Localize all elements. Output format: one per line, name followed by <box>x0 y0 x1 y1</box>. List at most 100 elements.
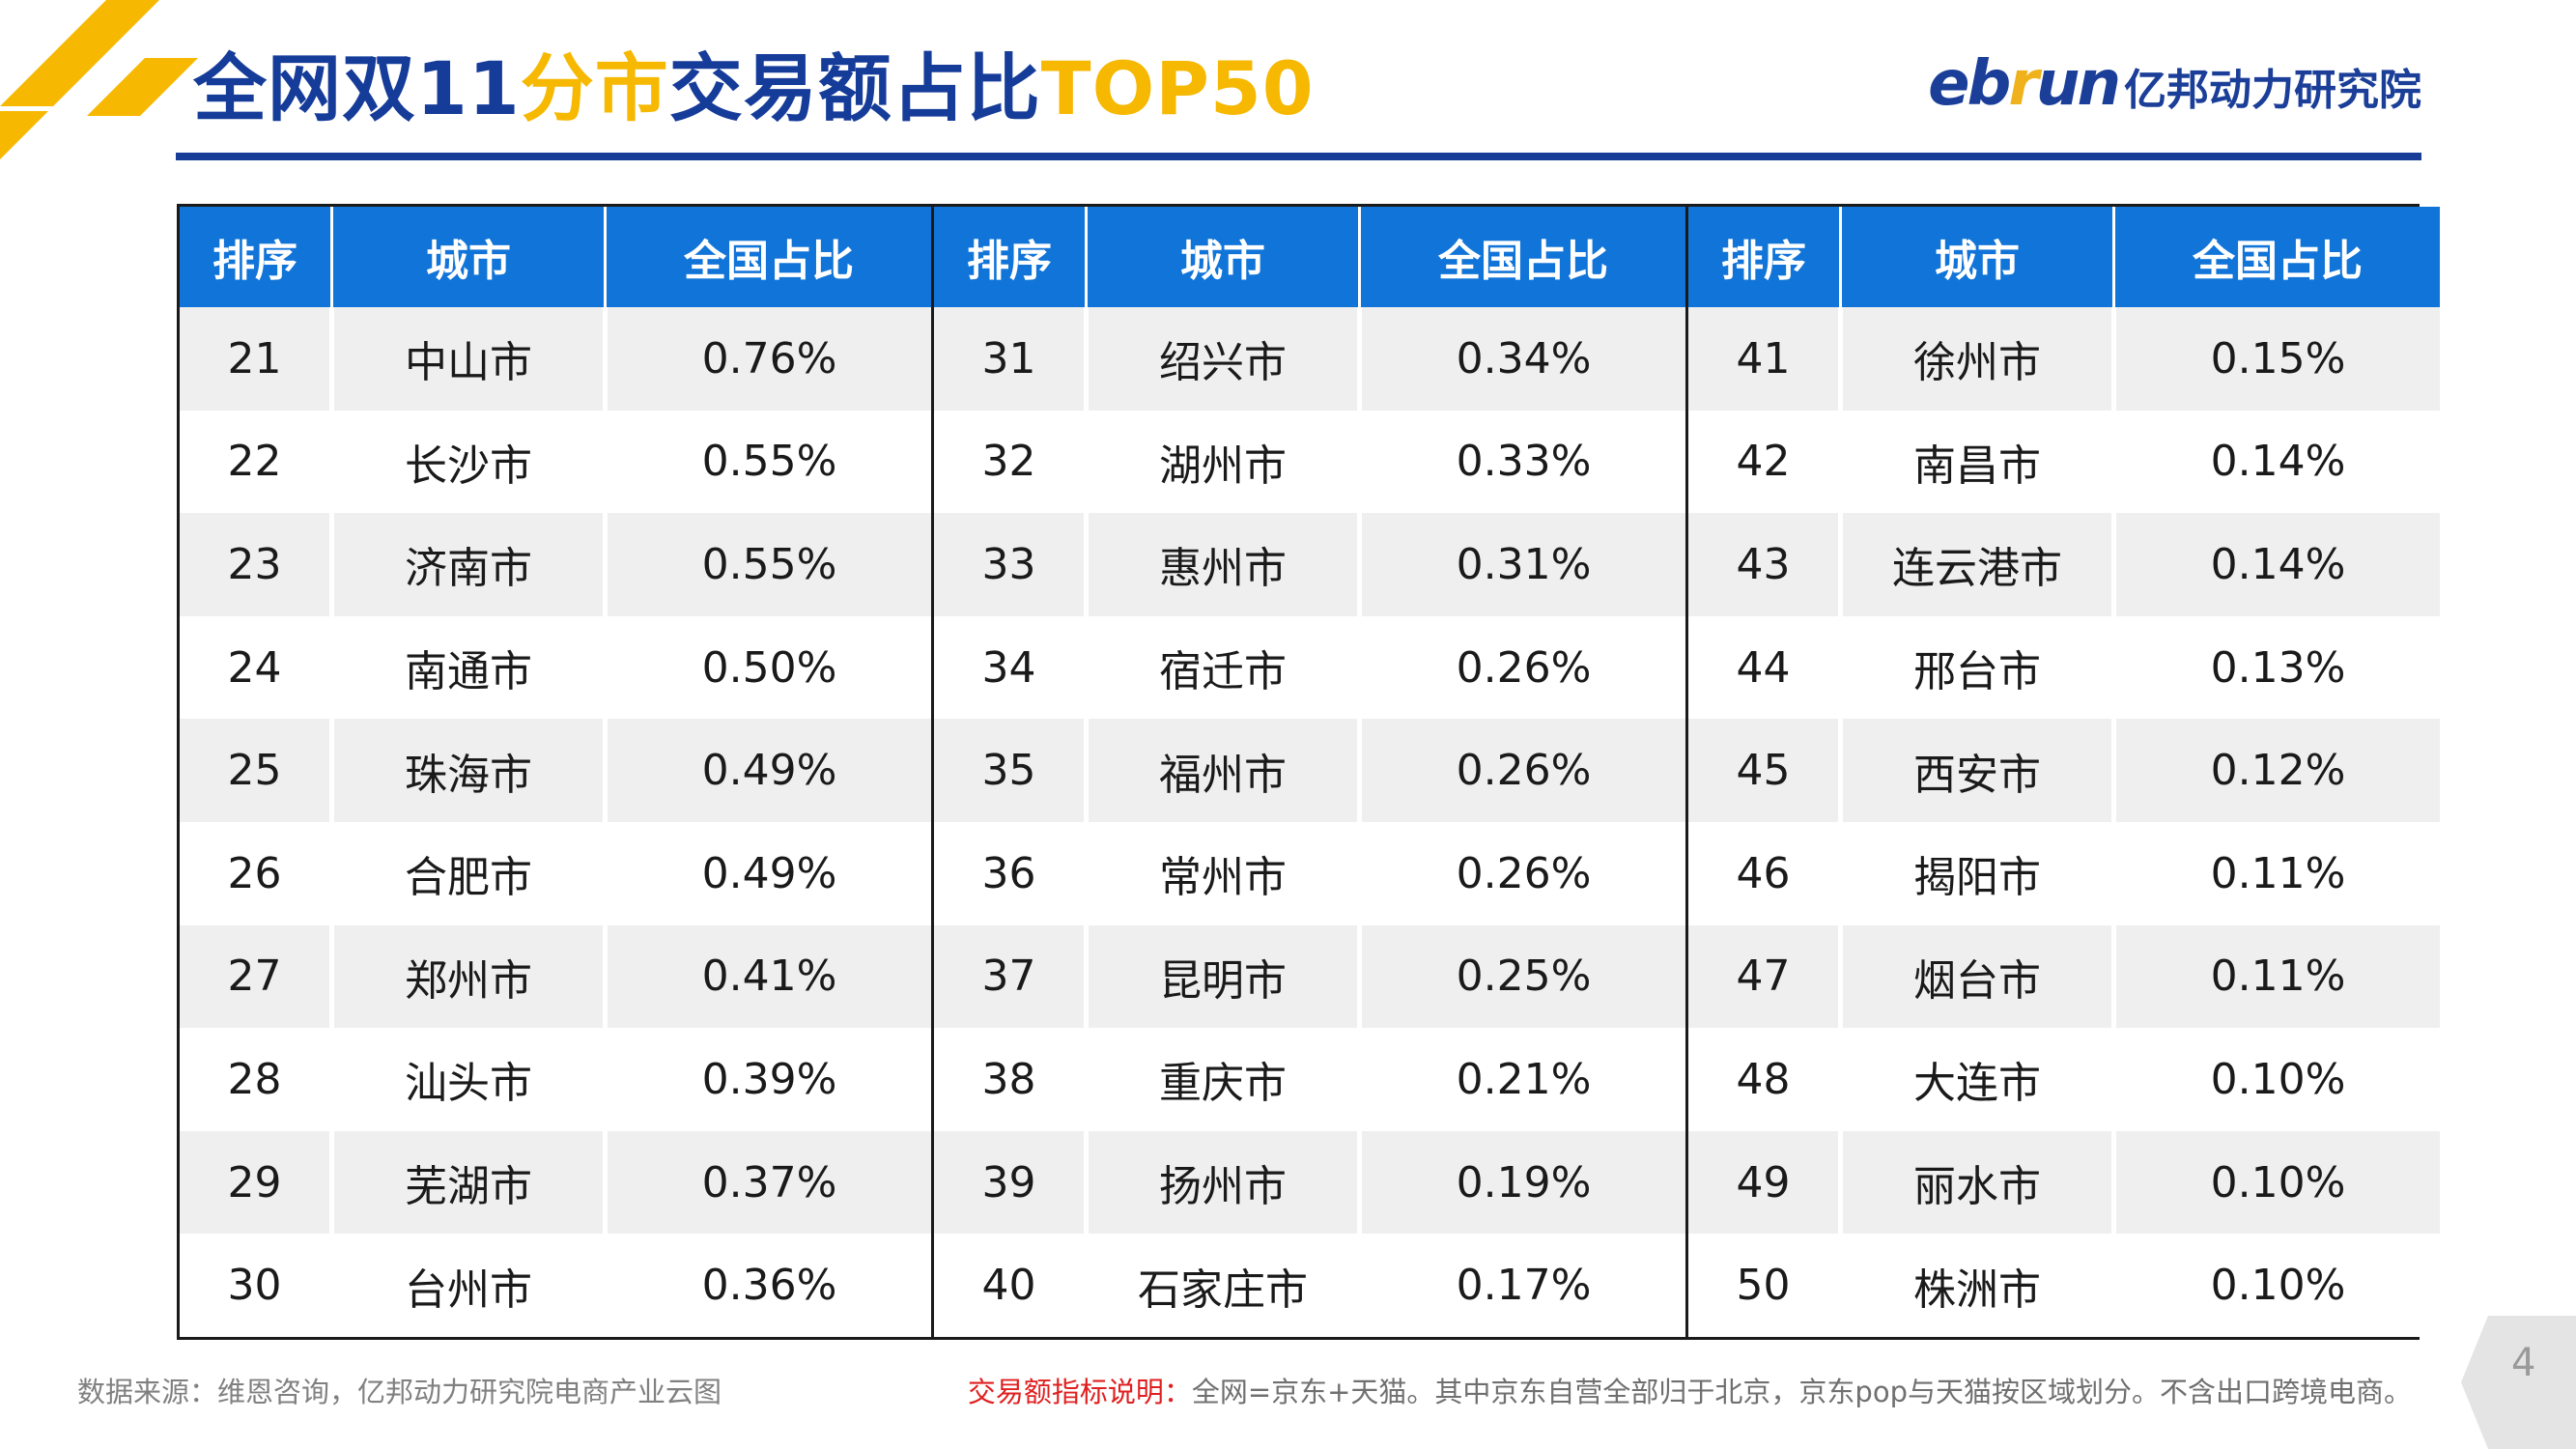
city-cell: 福州市 <box>1084 719 1360 822</box>
table-row: 28 汕头市 0.39% <box>180 1028 931 1131</box>
metric-note: 交易额指标说明：全网=京东+天猫。其中京东自营全部归于北京，京东pop与天猫按区… <box>968 1370 2412 1410</box>
city-cell: 丽水市 <box>1838 1130 2114 1235</box>
share-cell: 0.15% <box>2111 307 2440 411</box>
city-cell: 昆明市 <box>1084 924 1360 1029</box>
share-cell: 0.26% <box>1357 615 1685 720</box>
table-row: 36 常州市 0.26% <box>932 821 1685 925</box>
city-cell: 中山市 <box>329 307 606 411</box>
table-panel: 排序 城市 全国占比 31 绍兴市 0.34% 32 湖州市 0.33% 33 惠州市 0.31% 34… <box>931 207 1685 1337</box>
table-row: 37 昆明市 0.25% <box>932 924 1685 1029</box>
column-header: 城市 <box>330 207 606 307</box>
rank-cell: 24 <box>180 615 332 720</box>
page-number: 4 <box>2511 1341 2536 1385</box>
share-cell: 0.10% <box>2111 1130 2440 1235</box>
rank-cell: 45 <box>1686 719 1841 822</box>
share-cell: 0.19% <box>1357 1130 1685 1235</box>
table-row: 34 宿迁市 0.26% <box>932 615 1685 720</box>
rank-cell: 37 <box>932 924 1087 1029</box>
table-row: 21 中山市 0.76% <box>180 307 931 411</box>
table-row: 39 扬州市 0.19% <box>932 1130 1685 1235</box>
city-cell: 重庆市 <box>1084 1028 1360 1131</box>
rank-cell: 21 <box>180 307 332 411</box>
table-row: 40 石家庄市 0.17% <box>932 1234 1685 1337</box>
table-row: 24 南通市 0.50% <box>180 615 931 720</box>
page-number-tab <box>2461 1316 2576 1449</box>
table-panel: 排序 城市 全国占比 41 徐州市 0.15% 42 南昌市 0.14% 43 连云港市 0.14% 4… <box>1685 207 2440 1337</box>
column-header: 排序 <box>1686 207 1841 307</box>
rank-cell: 47 <box>1686 924 1841 1029</box>
table-row: 49 丽水市 0.10% <box>1686 1130 2440 1235</box>
share-cell: 0.26% <box>1357 821 1685 925</box>
rank-cell: 36 <box>932 821 1087 925</box>
share-cell: 0.14% <box>2111 410 2440 514</box>
rank-cell: 39 <box>932 1130 1087 1235</box>
share-cell: 0.13% <box>2111 615 2440 720</box>
rank-cell: 48 <box>1686 1028 1841 1131</box>
share-cell: 0.34% <box>1357 307 1685 411</box>
table-row: 44 邢台市 0.13% <box>1686 615 2440 720</box>
share-cell: 0.11% <box>2111 821 2440 925</box>
header-row: 排序 城市 全国占比 <box>180 207 931 307</box>
share-cell: 0.41% <box>603 924 931 1029</box>
rank-cell: 25 <box>180 719 332 822</box>
city-cell: 合肥市 <box>329 821 606 925</box>
column-header: 城市 <box>1839 207 2114 307</box>
city-cell: 南通市 <box>329 615 606 720</box>
share-cell: 0.55% <box>603 410 931 514</box>
metric-note-text: 全网=京东+天猫。其中京东自营全部归于北京，京东pop与天猫按区域划分。不含出口… <box>1191 1376 2412 1408</box>
share-cell: 0.50% <box>603 615 931 720</box>
title-divider <box>176 153 2421 160</box>
rank-cell: 44 <box>1686 615 1841 720</box>
city-cell: 芜湖市 <box>329 1130 606 1235</box>
page-title: 全网双11分市交易额占比TOP50 <box>193 45 1315 131</box>
share-cell: 0.12% <box>2111 719 2440 822</box>
table-row: 31 绍兴市 0.34% <box>932 307 1685 411</box>
table-row: 35 福州市 0.26% <box>932 719 1685 822</box>
city-cell: 珠海市 <box>329 719 606 822</box>
corner-stripe-decoration <box>0 0 198 159</box>
city-cell: 长沙市 <box>329 410 606 514</box>
table-row: 46 揭阳市 0.11% <box>1686 821 2440 925</box>
rank-cell: 41 <box>1686 307 1841 411</box>
city-cell: 揭阳市 <box>1838 821 2114 925</box>
ranking-table: 排序 城市 全国占比 21 中山市 0.76% 22 长沙市 0.55% 23 济南市 0.55% 24… <box>177 204 2440 1340</box>
rank-cell: 40 <box>932 1234 1087 1337</box>
city-cell: 常州市 <box>1084 821 1360 925</box>
city-cell: 绍兴市 <box>1084 307 1360 411</box>
column-header: 城市 <box>1085 207 1360 307</box>
city-cell: 郑州市 <box>329 924 606 1029</box>
table-row: 22 长沙市 0.55% <box>180 410 931 514</box>
rank-cell: 34 <box>932 615 1087 720</box>
share-cell: 0.36% <box>603 1234 931 1337</box>
rank-cell: 28 <box>180 1028 332 1131</box>
city-cell: 邢台市 <box>1838 615 2114 720</box>
column-header: 全国占比 <box>604 207 931 307</box>
city-cell: 株洲市 <box>1838 1234 2114 1337</box>
table-row: 29 芜湖市 0.37% <box>180 1130 931 1235</box>
share-cell: 0.33% <box>1357 410 1685 514</box>
logo-org-name: 亿邦动力研究院 <box>2124 66 2421 115</box>
table-panel: 排序 城市 全国占比 21 中山市 0.76% 22 长沙市 0.55% 23 济南市 0.55% 24… <box>180 207 931 1337</box>
city-cell: 济南市 <box>329 513 606 616</box>
header-row: 排序 城市 全国占比 <box>1686 207 2440 307</box>
table-row: 38 重庆市 0.21% <box>932 1028 1685 1131</box>
rank-cell: 23 <box>180 513 332 616</box>
data-source-note: 数据来源：维恩咨询，亿邦动力研究院电商产业云图 <box>77 1376 722 1408</box>
city-cell: 烟台市 <box>1838 924 2114 1029</box>
rank-cell: 35 <box>932 719 1087 822</box>
header-row: 排序 城市 全国占比 <box>932 207 1685 307</box>
city-cell: 徐州市 <box>1838 307 2114 411</box>
share-cell: 0.26% <box>1357 719 1685 822</box>
rank-cell: 33 <box>932 513 1087 616</box>
rank-cell: 30 <box>180 1234 332 1337</box>
share-cell: 0.49% <box>603 719 931 822</box>
metric-note-label: 交易额指标说明： <box>967 1376 1192 1408</box>
city-cell: 石家庄市 <box>1084 1234 1360 1337</box>
city-cell: 西安市 <box>1838 719 2114 822</box>
city-cell: 惠州市 <box>1084 513 1360 616</box>
share-cell: 0.17% <box>1357 1234 1685 1337</box>
table-row: 48 大连市 0.10% <box>1686 1028 2440 1131</box>
table-row: 41 徐州市 0.15% <box>1686 307 2440 411</box>
rank-cell: 46 <box>1686 821 1841 925</box>
table-row: 42 南昌市 0.14% <box>1686 410 2440 514</box>
